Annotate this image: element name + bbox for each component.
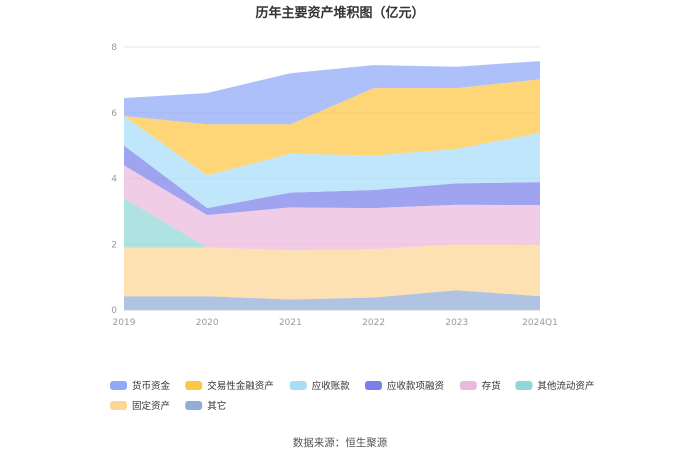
source-text: 数据来源：恒生聚源: [293, 436, 388, 449]
x-tick-label: 2022: [362, 318, 385, 328]
y-tick-label: 2: [111, 240, 117, 250]
y-tick-label: 8: [111, 43, 117, 53]
area-固定资产: [124, 244, 540, 300]
x-axis: 2019 2020 2021 2022 2023 2024Q1: [113, 309, 558, 328]
y-tick-label: 4: [111, 175, 117, 185]
legend-label: 其它: [207, 400, 226, 412]
area-货币资金: [124, 61, 540, 125]
area-其它: [124, 290, 540, 310]
area-应收账款: [124, 116, 540, 209]
legend-label: 交易性金融资产: [207, 380, 274, 392]
legend-swatch: [110, 381, 127, 390]
legend-label: 其他流动资产: [537, 380, 594, 392]
chart-title: 历年主要资产堆积图（亿元）: [255, 5, 424, 21]
legend-label: 存货: [482, 380, 501, 392]
y-axis: 0 2 4 6 8: [111, 43, 117, 316]
x-tick-label: 2019: [113, 318, 136, 328]
x-tick-label: 2020: [196, 318, 219, 328]
area-应收款项融资: [124, 145, 540, 215]
area-series: [124, 61, 540, 310]
x-tick-label: 2024Q1: [522, 318, 558, 328]
legend-swatch: [289, 381, 307, 390]
y-tick-label: 0: [111, 306, 117, 316]
y-tick-label: 6: [111, 109, 117, 119]
legend-swatch: [459, 381, 477, 390]
legend-label: 应收账款: [312, 380, 351, 392]
legend-label: 固定资产: [132, 400, 170, 412]
legend-swatch: [185, 381, 203, 390]
legend-swatch: [185, 401, 203, 410]
area-其他流动资产: [124, 198, 540, 251]
x-tick-label: 2023: [445, 318, 468, 328]
legend-swatch: [110, 401, 127, 410]
legend-label: 货币资金: [132, 380, 171, 392]
area-交易性金融资产: [124, 79, 540, 176]
legend-label: 应收款项融资: [387, 380, 445, 392]
legend-swatch: [365, 381, 382, 390]
legend-swatch: [515, 381, 533, 390]
x-tick-label: 2021: [279, 318, 302, 328]
